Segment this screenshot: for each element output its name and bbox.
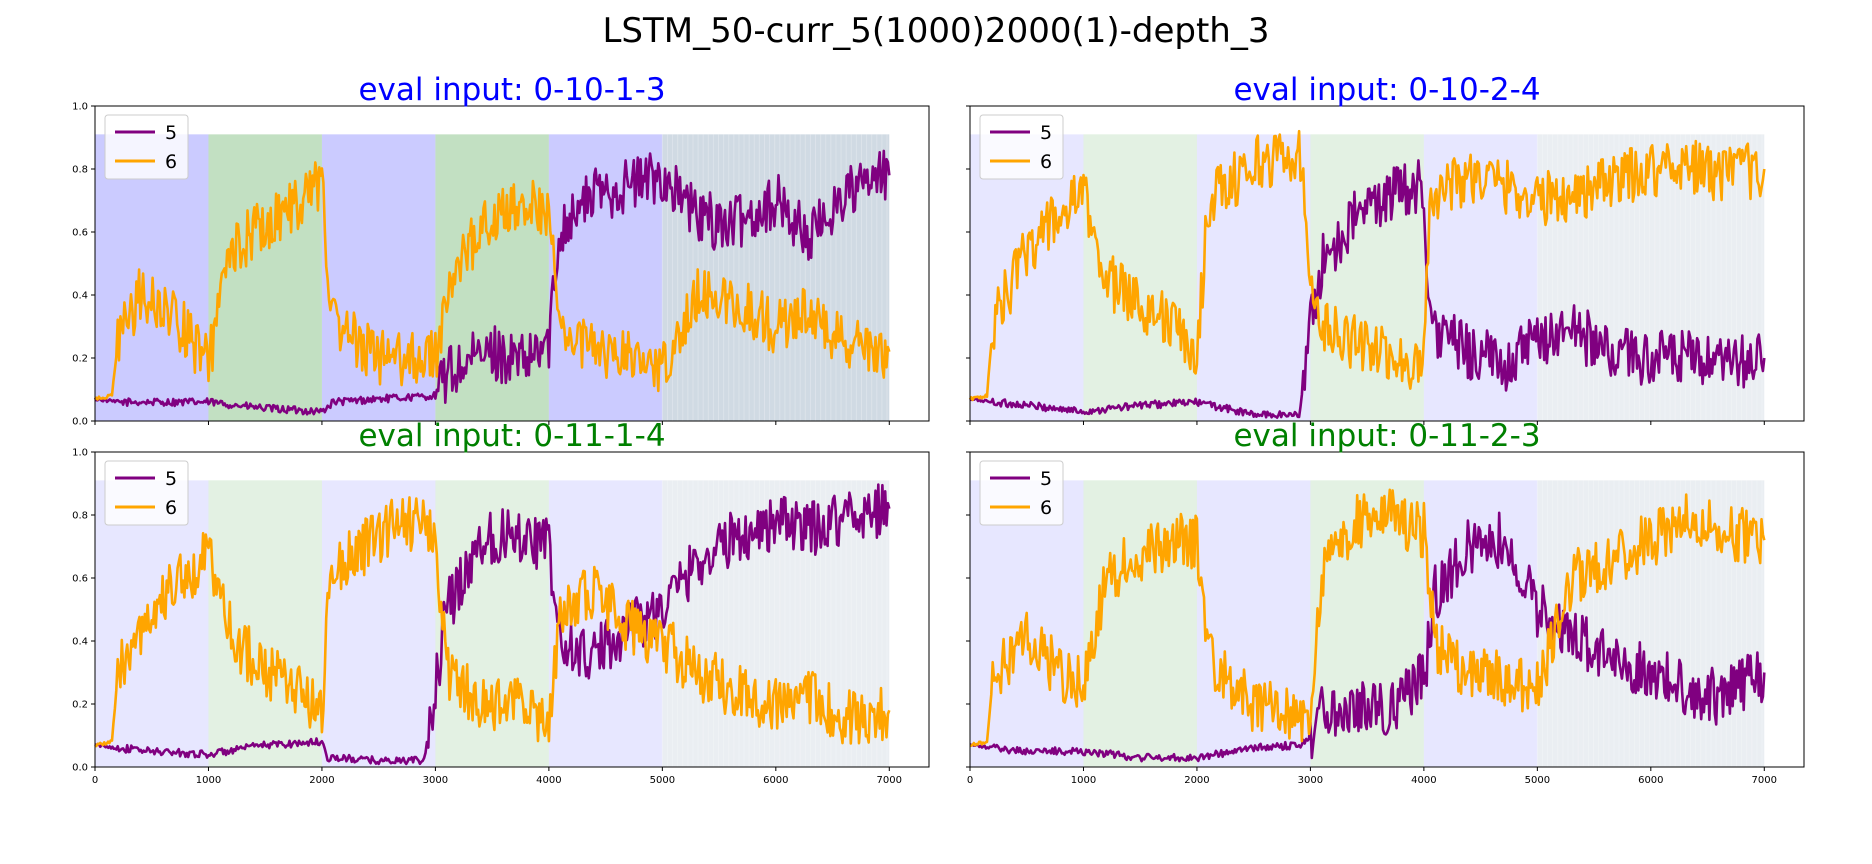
x-tick-label: 2000	[309, 775, 334, 786]
axes-frame	[969, 105, 1805, 422]
series-line-6	[969, 488, 1766, 748]
legend: 56	[104, 114, 189, 180]
subplot-title: eval input: 0-11-2-3	[1233, 418, 1540, 454]
y-tick-label: 1.0	[72, 102, 88, 113]
x-tick-label: 1000	[196, 775, 221, 786]
y-tick-label: 0.6	[72, 574, 88, 585]
subplot-1: 0.00.20.40.60.81.0 eval input: 0-10-1-356	[72, 72, 930, 428]
y-tick-label: 0.4	[72, 637, 88, 648]
subplot-3: 0.0 0.2 0.4 0.6 0.8 1.0 0 1000 2000 3000 4000 5000 6…	[72, 418, 930, 786]
series-line-6	[94, 496, 891, 748]
subplot-grid: 0.00.20.40.60.81.0 eval input: 0-10-1-356…	[72, 72, 1805, 786]
y-tick-label: 0.4	[72, 291, 88, 302]
subplot-title: eval input: 0-11-1-4	[358, 418, 665, 454]
y-tick-label: 0.6	[72, 228, 88, 239]
axes-frame	[94, 451, 930, 768]
legend-label-5: 5	[165, 122, 177, 144]
x-tick-label: 4000	[1411, 775, 1436, 786]
series-line-6	[94, 161, 891, 401]
curriculum-shading	[95, 134, 890, 421]
y-tick-label: 0.8	[72, 165, 88, 176]
series-line-5	[93, 149, 891, 416]
legend-label-6: 6	[1040, 497, 1052, 519]
x-tick-label: 5000	[1525, 775, 1550, 786]
legend: 56	[104, 460, 189, 526]
x-tick-label: 4000	[536, 775, 561, 786]
shade-block	[1083, 134, 1197, 421]
x-tick-label: 6000	[763, 775, 788, 786]
legend-label-5: 5	[1040, 122, 1052, 144]
x-tick-label: 6000	[1638, 775, 1663, 786]
x-tick-label: 0	[92, 775, 98, 786]
subplot-4: 0 1000 2000 3000 4000 5000 6000 7000 eval input:…	[966, 418, 1805, 786]
axes-frame	[969, 451, 1805, 768]
x-tick-label: 7000	[1752, 775, 1777, 786]
legend-label-6: 6	[165, 497, 177, 519]
y-tick-label: 0.0	[72, 763, 88, 774]
x-tick-label: 7000	[877, 775, 902, 786]
x-tick-label: 1000	[1071, 775, 1096, 786]
legend-label-6: 6	[1040, 151, 1052, 173]
series-line-5	[968, 159, 1766, 420]
subplot-title: eval input: 0-10-1-3	[358, 72, 665, 108]
x-tick-label: 3000	[1298, 775, 1323, 786]
x-tick-label: 5000	[650, 775, 675, 786]
y-tick-label: 0.2	[72, 700, 88, 711]
legend: 56	[979, 114, 1064, 180]
legend-label-6: 6	[165, 151, 177, 173]
x-tick-label: 3000	[423, 775, 448, 786]
shade-block	[1423, 480, 1538, 767]
legend-label-5: 5	[165, 468, 177, 490]
x-tick-label: 0	[967, 775, 973, 786]
axes-frame	[94, 105, 930, 422]
shade-block	[1310, 134, 1424, 421]
subplot-2: eval input: 0-10-2-456	[966, 72, 1805, 425]
legend: 56	[979, 460, 1064, 526]
y-tick-label: 0.0	[72, 417, 88, 428]
y-tick-label: 1.0	[72, 448, 88, 459]
series-line-5	[969, 511, 1766, 763]
shade-block	[208, 134, 322, 421]
y-tick-label: 0.2	[72, 354, 88, 365]
series-line-6	[968, 129, 1766, 402]
figure-title: LSTM_50-curr_5(1000)2000(1)-depth_3	[602, 11, 1269, 51]
shade-block	[208, 480, 322, 767]
y-tick-label: 0.8	[72, 511, 88, 522]
legend-label-5: 5	[1040, 468, 1052, 490]
series-line-5	[94, 483, 891, 766]
subplot-title: eval input: 0-10-2-4	[1233, 72, 1540, 108]
x-tick-label: 2000	[1184, 775, 1209, 786]
